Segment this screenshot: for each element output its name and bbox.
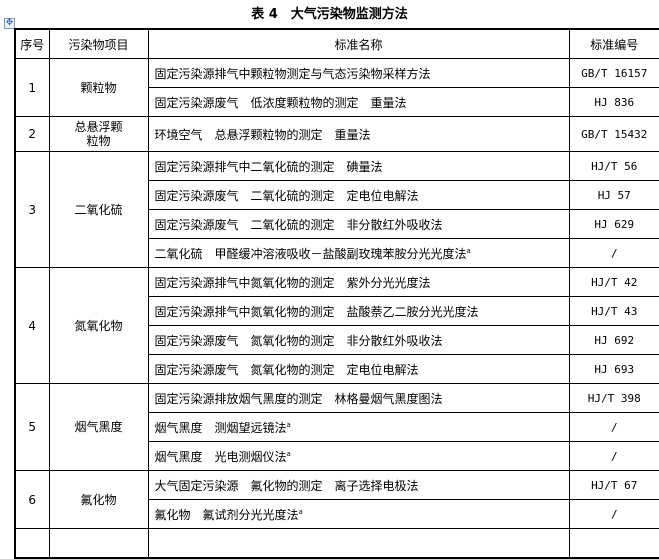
table-row-partial [14, 528, 659, 559]
header-item: 污染物项目 [48, 28, 149, 59]
row-number: 6 [14, 470, 50, 529]
standard-name-text: 固定污染源排气中颗粒物测定与气态污染物采样方法 [154, 66, 431, 81]
standard-name-text: 固定污染源排气中氮氧化物的测定 紫外分光光度法 [154, 275, 431, 290]
standard-name: 固定污染源排气中颗粒物测定与气态污染物采样方法 [147, 58, 570, 88]
table-row: 6 氟化物 大气固定污染源 氟化物的测定 离子选择电极法 HJ/T 67 [14, 470, 659, 529]
standard-name: 烟气黑度 光电测烟仪法a [147, 441, 570, 471]
pollutant-item: 氮氧化物 [48, 267, 149, 384]
standard-code: HJ 693 [568, 354, 659, 384]
empty-cell [48, 528, 149, 559]
table-row: 5 烟气黑度 固定污染源排放烟气黑度的测定 林格曼烟气黑度图法 HJ/T 398 [14, 383, 659, 471]
standard-code: / [568, 238, 659, 268]
standard-code: HJ 629 [568, 209, 659, 239]
standard-code: / [568, 499, 659, 529]
standard-code: HJ 692 [568, 325, 659, 355]
standard-name: 固定污染源排气中氮氧化物的测定 盐酸萘乙二胺分光光度法 [147, 296, 570, 326]
standard-code: / [568, 441, 659, 471]
table-row: 固定污染源废气 低浓度颗粒物的测定 重量法 HJ 836 [15, 87, 659, 117]
standard-name: 环境空气 总悬浮颗粒物的测定 重量法 [147, 116, 570, 152]
standard-name-text: 环境空气 总悬浮颗粒物的测定 重量法 [154, 127, 371, 142]
pollutant-item: 烟气黑度 [48, 383, 149, 471]
standard-name-text: 烟气黑度 测烟望远镜法 [154, 420, 287, 435]
monitoring-methods-table: 序号 污染物项目 标准名称 标准编号 1 颗粒物 固定污染源排气中颗粒物测定与气态污… [14, 28, 659, 559]
standard-name: 固定污染源排气中氮氧化物的测定 紫外分光光度法 [147, 267, 570, 297]
table-move-handle-icon[interactable]: ✥ [4, 18, 15, 29]
standard-name-text: 大气固定污染源 氟化物的测定 离子选择电极法 [154, 478, 419, 493]
footnote-mark: a [466, 246, 471, 255]
standard-code: HJ 57 [568, 180, 659, 210]
standard-code: GB/T 16157 [568, 58, 659, 88]
standard-code: HJ/T 42 [568, 267, 659, 297]
standard-code: HJ 836 [568, 87, 659, 117]
standard-name: 固定污染源废气 二氧化硫的测定 非分散红外吸收法 [147, 209, 570, 239]
table-row: 4 氮氧化物 固定污染源排气中氮氧化物的测定 紫外分光光度法 HJ/T 42 [14, 267, 659, 384]
standard-name: 固定污染源废气 低浓度颗粒物的测定 重量法 [147, 87, 570, 117]
table-row: 3 二氧化硫 固定污染源排气中二氧化硫的测定 碘量法 HJ/T 56 [14, 151, 659, 268]
standard-code: HJ/T 43 [568, 296, 659, 326]
standard-name: 烟气黑度 测烟望远镜法a [147, 412, 570, 442]
standard-name-text: 烟气黑度 光电测烟仪法 [154, 449, 287, 464]
standard-name: 固定污染源废气 氮氧化物的测定 非分散红外吸收法 [147, 325, 570, 355]
standard-code: / [568, 412, 659, 442]
standard-name: 大气固定污染源 氟化物的测定 离子选择电极法 [147, 470, 570, 500]
standard-name: 固定污染源排气中二氧化硫的测定 碘量法 [147, 151, 570, 181]
header-standard-code: 标准编号 [568, 28, 659, 59]
standard-name-text: 固定污染源废气 氮氧化物的测定 定电位电解法 [154, 362, 419, 377]
empty-cell [147, 528, 570, 559]
standard-name-text: 固定污染源废气 低浓度颗粒物的测定 重量法 [154, 95, 407, 110]
row-number: 5 [14, 383, 50, 471]
header-row: 序号 污染物项目 标准名称 标准编号 [14, 28, 659, 59]
pollutant-item: 颗粒物 [48, 58, 149, 117]
table-row: 固定污染源排气中氮氧化物的测定 盐酸萘乙二胺分光光度法 HJ/T 43 [15, 296, 659, 326]
table-row: 固定污染源废气 二氧化硫的测定 定电位电解法 HJ 57 [15, 180, 659, 210]
row-number: 4 [14, 267, 50, 384]
standard-name: 二氧化硫 甲醛缓冲溶液吸收－盐酸副玫瑰苯胺分光光度法a [147, 238, 570, 268]
table-row: 烟气黑度 光电测烟仪法a / [15, 441, 659, 471]
row-number: 3 [14, 151, 50, 268]
pollutant-item: 二氧化硫 [48, 151, 149, 268]
standard-name: 固定污染源废气 氮氧化物的测定 定电位电解法 [147, 354, 570, 384]
standard-name-text: 固定污染源排气中二氧化硫的测定 碘量法 [154, 159, 383, 174]
standard-code: HJ/T 67 [568, 470, 659, 500]
table-row: 2 总悬浮颗粒物 环境空气 总悬浮颗粒物的测定 重量法 GB/T 15432 [14, 116, 659, 152]
standard-name-text: 二氧化硫 甲醛缓冲溶液吸收－盐酸副玫瑰苯胺分光光度法 [154, 246, 467, 261]
standard-name-text: 固定污染源排放烟气黑度的测定 林格曼烟气黑度图法 [154, 391, 443, 406]
standard-name-text: 固定污染源废气 二氧化硫的测定 非分散红外吸收法 [154, 217, 443, 232]
table-row: 1 颗粒物 固定污染源排气中颗粒物测定与气态污染物采样方法 GB/T 16157 [14, 58, 659, 117]
standard-name-text: 固定污染源废气 氮氧化物的测定 非分散红外吸收法 [154, 333, 443, 348]
pollutant-item: 总悬浮颗粒物 [48, 116, 149, 152]
standard-name-text: 固定污染源排气中氮氧化物的测定 盐酸萘乙二胺分光光度法 [154, 304, 479, 319]
header-no: 序号 [14, 28, 50, 59]
standard-code: HJ/T 398 [568, 383, 659, 413]
empty-cell [14, 528, 50, 559]
footnote-mark: a [286, 420, 291, 429]
table-title: 表 4 大气污染物监测方法 [251, 7, 408, 22]
standard-code: GB/T 15432 [568, 116, 659, 152]
standard-name-text: 固定污染源废气 二氧化硫的测定 定电位电解法 [154, 188, 419, 203]
row-number: 1 [14, 58, 50, 117]
pollutant-item: 氟化物 [48, 470, 149, 529]
standard-name-text: 氟化物 氟试剂分光光度法 [154, 507, 299, 522]
footnote-mark: a [286, 449, 291, 458]
empty-cell [568, 528, 659, 559]
standard-code: HJ/T 56 [568, 151, 659, 181]
footnote-mark: a [298, 507, 303, 516]
header-standard-name: 标准名称 [147, 28, 570, 59]
table-row: 固定污染源废气 氮氧化物的测定 定电位电解法 HJ 693 [15, 354, 659, 384]
standard-name: 固定污染源废气 二氧化硫的测定 定电位电解法 [147, 180, 570, 210]
row-number: 2 [14, 116, 50, 152]
table-row: 氟化物 氟试剂分光光度法a / [15, 499, 659, 529]
standard-name: 氟化物 氟试剂分光光度法a [147, 499, 570, 529]
standard-name: 固定污染源排放烟气黑度的测定 林格曼烟气黑度图法 [147, 383, 570, 413]
